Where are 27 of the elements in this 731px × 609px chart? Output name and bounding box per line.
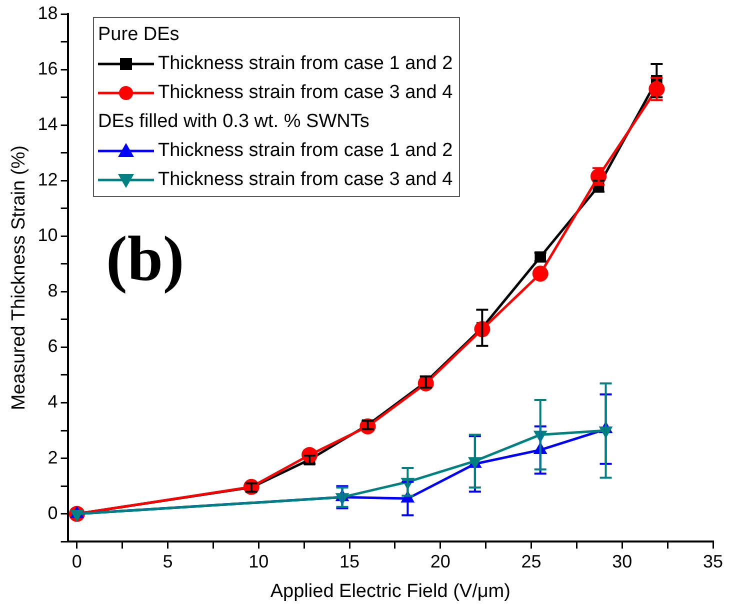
y-tick-label: 6 (48, 336, 58, 356)
y-axis-title: Measured Thickness Strain (%) (8, 145, 30, 410)
x-tick-label: 20 (430, 551, 450, 572)
legend-label: Thickness strain from case 1 and 2 (158, 139, 453, 163)
x-tick-label: 10 (248, 551, 269, 572)
y-tick-label: 4 (48, 392, 58, 412)
x-tick-label: 0 (72, 551, 82, 572)
y-tick-label: 8 (48, 280, 58, 301)
annotation: (b) (106, 222, 184, 296)
y-tick-label: 14 (38, 114, 58, 134)
annotation: Pure DEs (98, 23, 180, 47)
x-axis-title: Applied Electric Field (V/μm) (270, 580, 510, 602)
y-tick-label: 0 (48, 502, 58, 523)
annotation: DEs filled with 0.3 wt. % SWNTs (98, 110, 370, 134)
y-tick-label: 16 (38, 58, 58, 79)
x-tick-label: 35 (702, 551, 724, 572)
y-tick-label: 2 (48, 447, 58, 468)
y-tick-label: 18 (38, 2, 58, 23)
x-tick-label: 5 (162, 551, 173, 572)
x-tick-label: 30 (612, 551, 632, 572)
x-tick-label: 15 (340, 551, 360, 572)
legend-label: Thickness strain from case 3 and 4 (158, 81, 453, 105)
x-tick-label: 25 (521, 551, 542, 572)
y-tick-label: 12 (38, 170, 58, 190)
y-tick-label: 10 (38, 225, 58, 246)
legend-label: Thickness strain from case 3 and 4 (158, 168, 453, 192)
legend-label: Thickness strain from case 1 and 2 (158, 52, 453, 76)
